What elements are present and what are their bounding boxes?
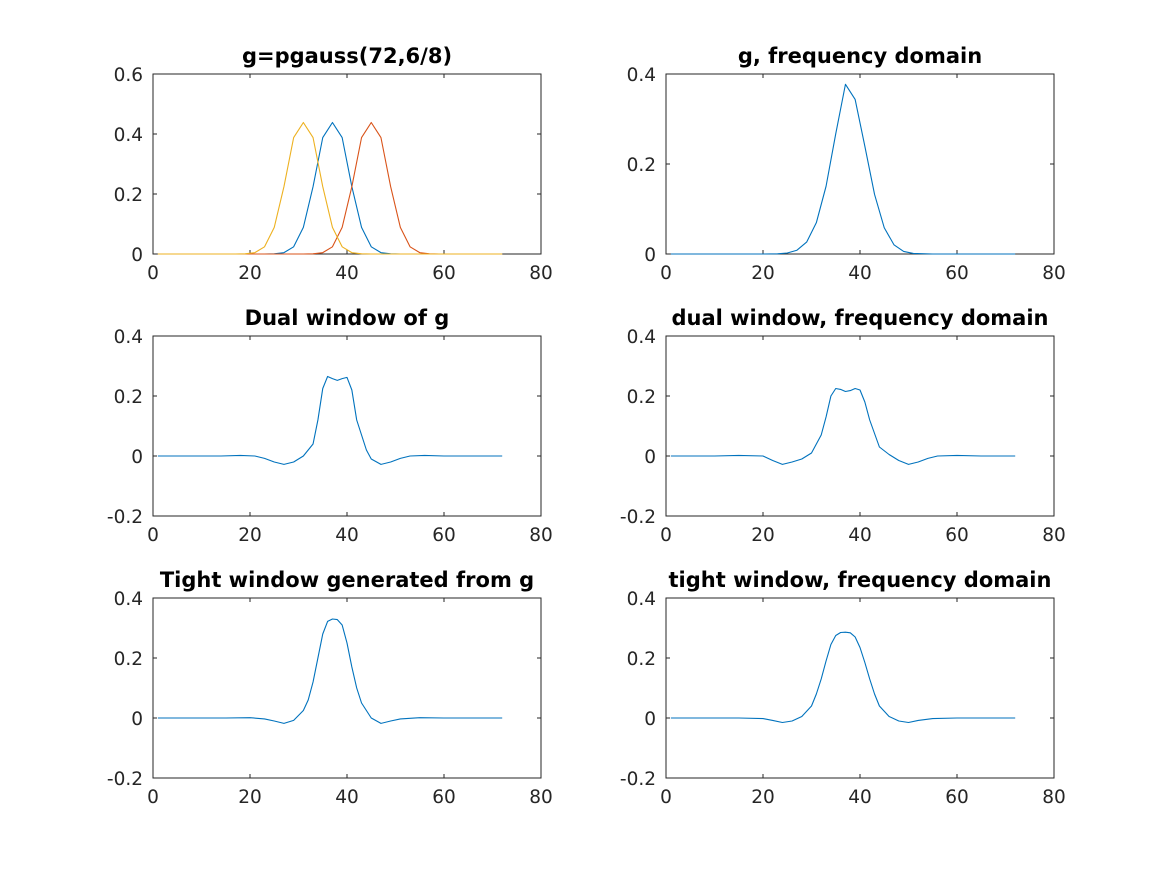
subplot-2: g, frequency domain 0 20 40 60 80 0 0.2 0.4 xyxy=(627,44,1066,284)
series-line-3 xyxy=(157,121,503,255)
axes-box xyxy=(152,597,542,779)
y-tick-label: -0.2 xyxy=(107,507,143,528)
x-tick-label: 40 xyxy=(848,525,872,546)
chart-title: g=pgauss(72,6/8) xyxy=(242,44,452,68)
y-tick-label: -0.2 xyxy=(107,769,143,790)
subplot-4: dual window, frequency domain 0 20 40 60 80 -0… xyxy=(620,306,1066,546)
x-tick-label: 20 xyxy=(238,263,262,284)
y-tick-label: 0.4 xyxy=(114,589,143,610)
x-tick-label: 60 xyxy=(432,263,456,284)
x-tick-label: 20 xyxy=(751,525,775,546)
subplot-3: Dual window of g0 20 40 60 80-0.200.20.4 xyxy=(107,306,553,546)
x-tick-label: 40 xyxy=(335,787,359,808)
axes-box xyxy=(152,335,542,517)
subplot-1: g=pgauss(72,6/8) 0 20 40 60 80 0 0.2 0.4 0.6 xyxy=(114,44,553,284)
y-tick-label: -0.2 xyxy=(620,507,656,528)
x-tick-label: 0 xyxy=(147,787,159,808)
chart-title: tight window, frequency domain xyxy=(669,568,1052,592)
x-tick-label: 80 xyxy=(529,263,553,284)
series-line-1 xyxy=(670,631,1016,724)
axes-box xyxy=(665,73,1055,255)
x-tick-label: 40 xyxy=(848,787,872,808)
y-tick-label: 0 xyxy=(644,447,656,468)
series-line-1 xyxy=(157,618,503,724)
series-line-1 xyxy=(670,83,1016,255)
subplot-5: Tight window generated from g 0 20 40 60 80 -0… xyxy=(107,568,553,808)
x-tick-label: 60 xyxy=(432,525,456,546)
x-tick-label: 0 xyxy=(147,525,159,546)
y-tick-label: 0.4 xyxy=(114,125,143,146)
y-tick-label: 0.2 xyxy=(627,387,656,408)
x-tick-label: 60 xyxy=(432,787,456,808)
chart-title: Tight window generated from g xyxy=(160,568,534,592)
chart-title: Dual window of g xyxy=(245,306,450,330)
x-tick-label: 60 xyxy=(945,525,969,546)
x-tick-label: 40 xyxy=(848,263,872,284)
chart-title: g, frequency domain xyxy=(738,44,982,68)
x-tick-label: 20 xyxy=(751,787,775,808)
y-tick-label: 0.2 xyxy=(627,649,656,670)
y-tick-label: 0 xyxy=(644,245,656,266)
y-tick-label: 0.4 xyxy=(627,327,656,348)
y-tick-label: 0 xyxy=(644,709,656,730)
y-tick-label: 0.4 xyxy=(627,589,656,610)
series-line-1 xyxy=(670,387,1016,465)
subplot-6: tight window, frequency domain 0 20 40 60 80 -… xyxy=(620,568,1066,808)
x-tick-label: 80 xyxy=(1042,263,1066,284)
y-tick-label: 0 xyxy=(131,447,143,468)
y-tick-label: 0 xyxy=(131,245,143,266)
series-line-1 xyxy=(157,375,503,465)
x-tick-label: 60 xyxy=(945,787,969,808)
x-tick-label: 60 xyxy=(945,263,969,284)
axes-container: g=pgauss(72,6/8) 0 20 40 60 80 0 0.2 0.4 0.6 g, fr… xyxy=(107,44,1066,808)
x-tick-label: 20 xyxy=(238,787,262,808)
x-tick-label: 0 xyxy=(660,787,672,808)
x-tick-label: 40 xyxy=(335,263,359,284)
x-tick-label: 80 xyxy=(1042,525,1066,546)
y-tick-label: 0.2 xyxy=(114,387,143,408)
x-tick-label: 80 xyxy=(1042,787,1066,808)
y-tick-label: 0.2 xyxy=(114,185,143,206)
x-tick-label: 0 xyxy=(660,525,672,546)
y-tick-label: 0.2 xyxy=(114,649,143,670)
y-tick-label: 0.4 xyxy=(114,327,143,348)
y-tick-label: 0.4 xyxy=(627,65,656,86)
y-tick-label: 0 xyxy=(131,709,143,730)
axes-box xyxy=(665,597,1055,779)
x-tick-label: 40 xyxy=(335,525,359,546)
y-tick-label: 0.6 xyxy=(114,65,143,86)
x-tick-label: 0 xyxy=(147,263,159,284)
x-tick-label: 80 xyxy=(529,525,553,546)
y-tick-label: -0.2 xyxy=(620,769,656,790)
x-tick-label: 0 xyxy=(660,263,672,284)
x-tick-label: 20 xyxy=(238,525,262,546)
axes-box xyxy=(665,335,1055,517)
x-tick-label: 20 xyxy=(751,263,775,284)
chart-title: dual window, frequency domain xyxy=(671,306,1048,330)
y-tick-label: 0.2 xyxy=(627,155,656,176)
x-tick-label: 80 xyxy=(529,787,553,808)
